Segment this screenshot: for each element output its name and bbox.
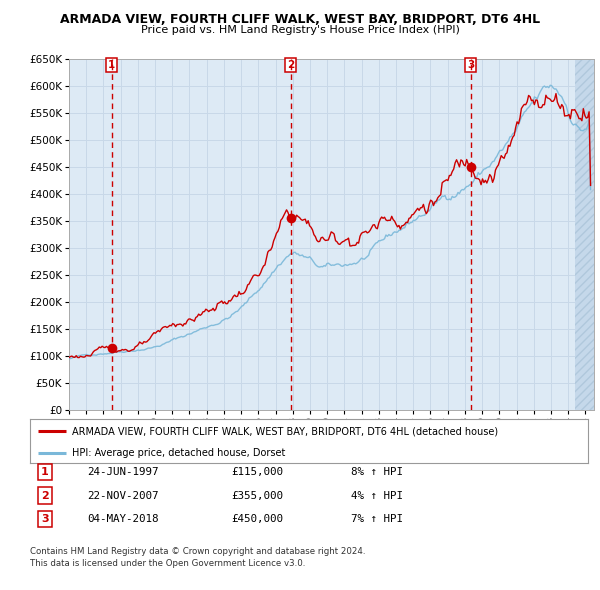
Text: 22-NOV-2007: 22-NOV-2007 — [87, 491, 158, 500]
Text: This data is licensed under the Open Government Licence v3.0.: This data is licensed under the Open Gov… — [30, 559, 305, 568]
Text: £450,000: £450,000 — [231, 514, 283, 524]
Text: 2: 2 — [41, 491, 49, 500]
Text: 2: 2 — [287, 60, 295, 70]
Text: 1: 1 — [108, 60, 115, 70]
Bar — [575, 59, 594, 410]
Text: 1: 1 — [41, 467, 49, 477]
Text: ARMADA VIEW, FOURTH CLIFF WALK, WEST BAY, BRIDPORT, DT6 4HL: ARMADA VIEW, FOURTH CLIFF WALK, WEST BAY… — [60, 13, 540, 26]
Text: £355,000: £355,000 — [231, 491, 283, 500]
Text: £115,000: £115,000 — [231, 467, 283, 477]
Text: Price paid vs. HM Land Registry's House Price Index (HPI): Price paid vs. HM Land Registry's House … — [140, 25, 460, 35]
Text: HPI: Average price, detached house, Dorset: HPI: Average price, detached house, Dors… — [72, 448, 285, 458]
Text: 4% ↑ HPI: 4% ↑ HPI — [351, 491, 403, 500]
Text: 04-MAY-2018: 04-MAY-2018 — [87, 514, 158, 524]
Text: 8% ↑ HPI: 8% ↑ HPI — [351, 467, 403, 477]
Text: 3: 3 — [41, 514, 49, 524]
Text: 24-JUN-1997: 24-JUN-1997 — [87, 467, 158, 477]
Text: 3: 3 — [467, 60, 475, 70]
Text: 7% ↑ HPI: 7% ↑ HPI — [351, 514, 403, 524]
Text: Contains HM Land Registry data © Crown copyright and database right 2024.: Contains HM Land Registry data © Crown c… — [30, 547, 365, 556]
Text: ARMADA VIEW, FOURTH CLIFF WALK, WEST BAY, BRIDPORT, DT6 4HL (detached house): ARMADA VIEW, FOURTH CLIFF WALK, WEST BAY… — [72, 427, 498, 436]
